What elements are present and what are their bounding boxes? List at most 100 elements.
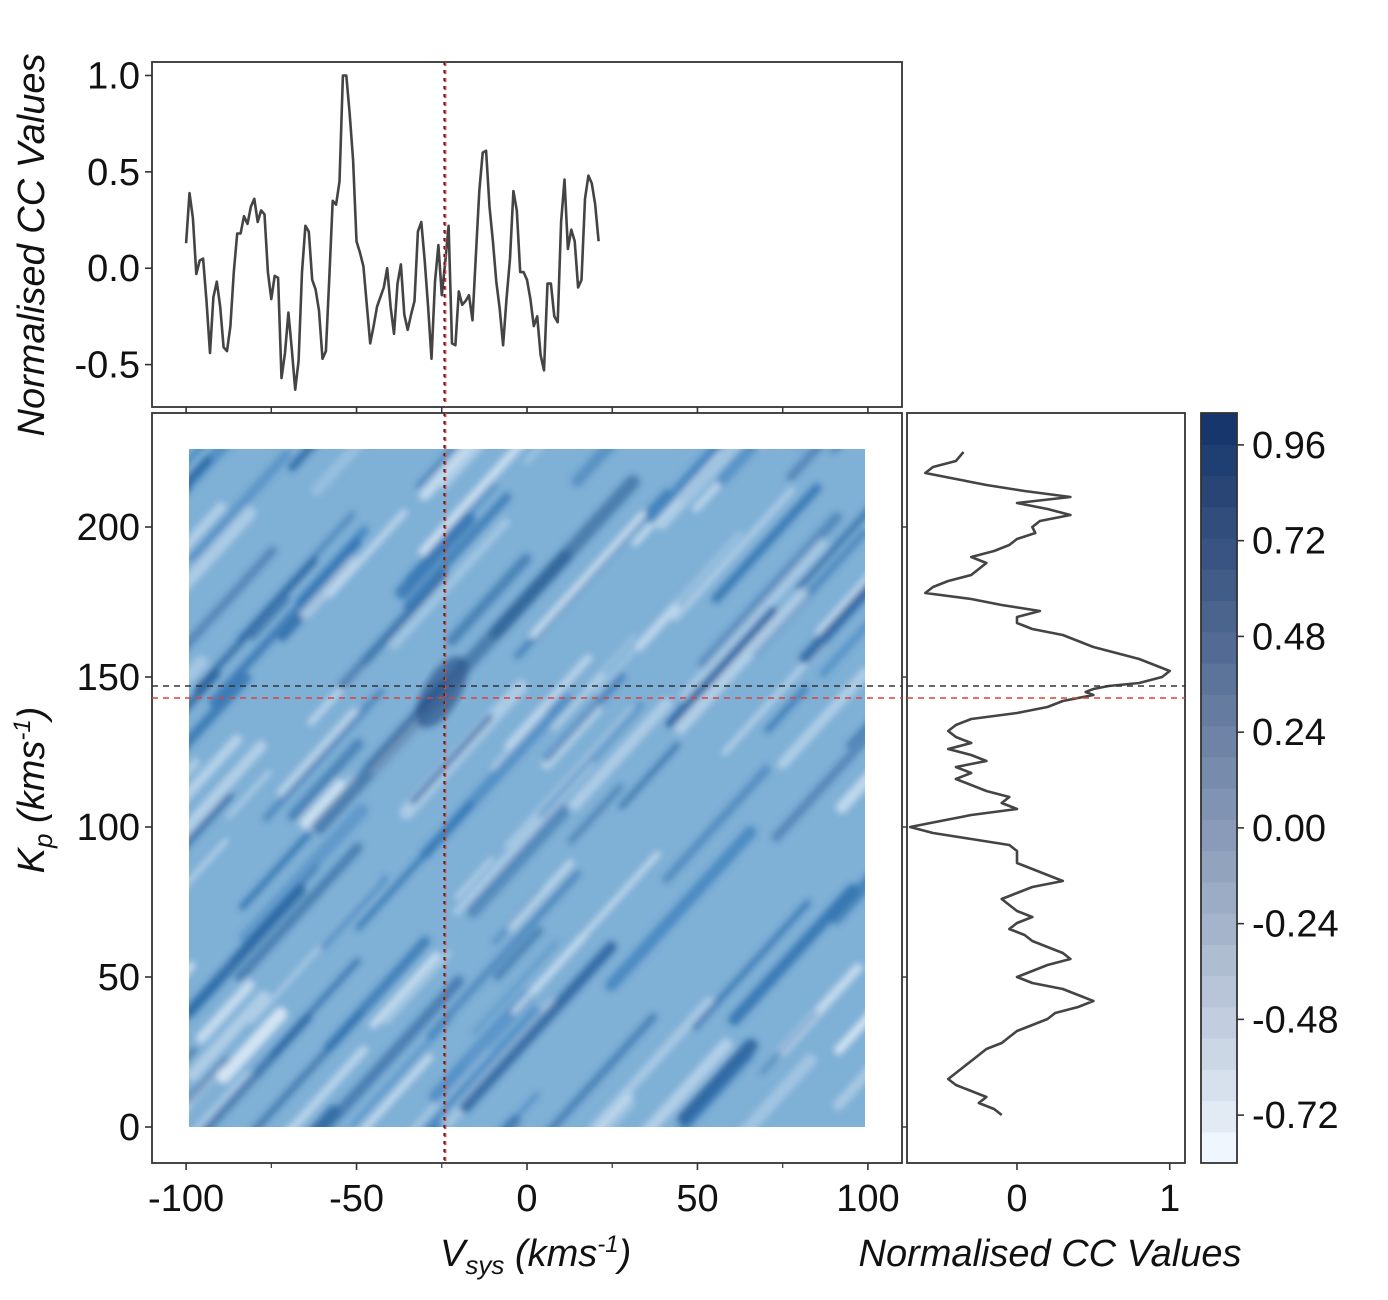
heatmap-streak	[537, 701, 645, 819]
top-y-tick-label: 0.0	[87, 248, 140, 290]
colorbar-tick-label: 0.00	[1252, 808, 1326, 850]
heatmap-streak	[886, 800, 922, 840]
heatmap-streak	[759, 1010, 819, 1075]
colorbar-level	[1201, 538, 1237, 570]
heatmap-streak	[424, 1007, 543, 1127]
heatmap-y-tick-label: 0	[119, 1107, 140, 1149]
heatmap-streak	[194, 557, 318, 693]
heatmap-streak	[355, 801, 474, 931]
heatmap-streak	[288, 449, 315, 472]
heatmap-streak	[338, 569, 449, 690]
colorbar-level	[1201, 1100, 1237, 1133]
colorbar-level	[1201, 600, 1237, 633]
colorbar-level	[1201, 819, 1237, 852]
heatmap-y-ticks: 200 150 100 50 0	[77, 507, 152, 1149]
colorbar-level	[1201, 475, 1237, 508]
heatmap-streak	[189, 670, 221, 710]
heatmap-streak	[567, 783, 624, 845]
heatmap-streak	[459, 941, 617, 1113]
heatmap-streak	[287, 1045, 369, 1127]
top-y-axis-label: Normalised CC Values	[11, 54, 53, 437]
heatmap-streak	[189, 502, 227, 550]
heatmap-streak	[426, 870, 581, 1040]
colorbar: 0.96 0.72 0.48 0.24 0.00 -0.24 -0.48 -0.72	[1200, 412, 1339, 1164]
heatmap-streak	[529, 511, 646, 639]
heatmap-x-tick-label: -50	[329, 1178, 384, 1220]
heatmap-streak	[239, 830, 312, 911]
heatmap-streak	[771, 733, 865, 842]
heatmap-streak	[395, 512, 476, 600]
heatmap-streak	[189, 740, 267, 834]
heatmap-streak	[830, 449, 840, 454]
heatmap-x-tick-label: 50	[676, 1178, 718, 1220]
heatmap-streak	[835, 772, 865, 814]
heatmap-streak	[270, 957, 361, 1057]
heatmap-streak	[493, 926, 544, 981]
heatmap-streak	[289, 1126, 290, 1127]
top-y-ticks: 1.0 0.5 0.0 -0.5	[75, 55, 152, 387]
heatmap-streak	[361, 1053, 434, 1127]
heatmap-streak	[674, 588, 808, 735]
top-panel: 1.0 0.5 0.0 -0.5 Normalised CC Values	[11, 54, 903, 437]
heatmap-streak	[846, 724, 865, 749]
heatmap-streak	[189, 734, 243, 801]
heatmap-streak	[189, 449, 204, 465]
heatmap-streak	[671, 486, 796, 622]
heatmap-streak	[189, 978, 221, 1019]
heatmap-streak	[542, 672, 627, 764]
heatmap-streak	[489, 475, 640, 639]
heatmap-y-tick-label: 50	[98, 957, 140, 999]
heatmap-streak	[597, 1092, 634, 1127]
heatmap-streaks	[115, 373, 922, 1127]
colorbar-tick-label: 0.96	[1252, 425, 1326, 467]
heatmap-streak	[350, 1016, 453, 1127]
heatmap-streak	[189, 449, 229, 493]
colorbar-level	[1201, 413, 1237, 445]
heatmap-streak	[728, 373, 776, 426]
heatmap-streak	[716, 449, 758, 486]
heatmap-streak	[511, 851, 661, 1015]
top-cc-line	[184, 74, 600, 391]
heatmap-streak	[605, 826, 757, 992]
heatmap-streak	[115, 1004, 184, 1080]
heatmap-streak	[832, 1067, 865, 1111]
heatmap-streak	[409, 713, 494, 805]
colorbar-tick-label: 0.72	[1252, 521, 1326, 563]
heatmap-streak	[777, 667, 865, 770]
heatmap-streak	[189, 673, 251, 749]
heatmap-streak	[208, 538, 362, 707]
colorbar-frame	[1200, 412, 1238, 1164]
heatmap-streak	[551, 672, 606, 731]
heatmap-streak	[299, 555, 358, 619]
heatmap-streak	[829, 876, 865, 925]
heatmap-streak	[584, 633, 637, 691]
colorbar-level	[1201, 913, 1237, 945]
heatmap-streak	[216, 1007, 288, 1084]
heatmap-streak	[691, 899, 811, 1031]
heatmap-streak	[324, 936, 431, 1052]
top-y-tick-label: 0.5	[87, 152, 140, 194]
top-y-tick-label: 1.0	[87, 55, 140, 97]
heatmap-streak	[403, 492, 512, 611]
heatmap-streak	[740, 1053, 817, 1127]
right-cc-line	[908, 451, 1171, 1117]
heatmap-y-tick-label: 100	[77, 807, 140, 849]
heatmap-streak	[698, 512, 842, 670]
right-panel-frame	[906, 412, 1186, 1164]
heatmap-streak	[418, 449, 474, 501]
heatmap-streak	[677, 1038, 758, 1126]
heatmap-streak	[466, 804, 570, 918]
heatmap-streak	[389, 517, 511, 650]
heatmap-streak	[276, 707, 358, 797]
heatmap-streak	[600, 1097, 636, 1127]
heatmap-streak	[429, 989, 535, 1104]
colorbar-level	[1201, 1131, 1237, 1164]
heatmap-streak	[786, 449, 822, 482]
heatmap-y-tick-label: 200	[77, 507, 140, 549]
heatmap-streak	[287, 738, 364, 821]
colorbar-level	[1201, 1038, 1237, 1070]
heatmap-streak	[189, 1066, 226, 1111]
heatmap-streak	[794, 509, 865, 592]
